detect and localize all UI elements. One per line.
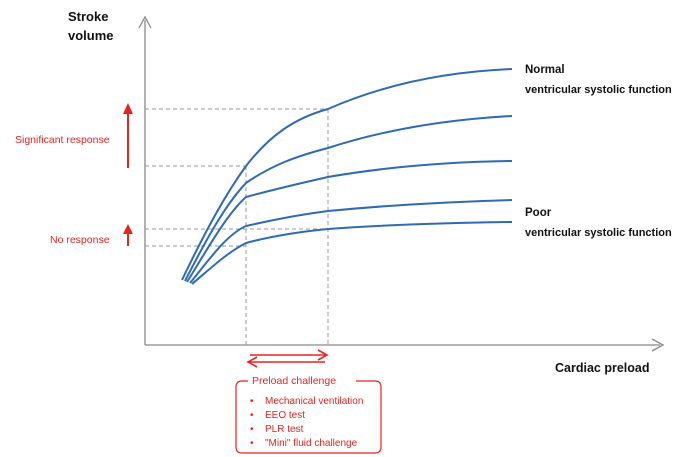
preload-bullet: • xyxy=(250,410,254,421)
y-axis-arrowhead xyxy=(138,15,152,29)
y-axis-label-line2: volume xyxy=(68,28,114,43)
guide-lines xyxy=(145,108,329,345)
significant-response-label: Significant response xyxy=(15,134,110,146)
preload-item: "Mini" fluid challenge xyxy=(265,438,358,449)
no-response-arrowhead xyxy=(123,224,133,234)
preload-bullet: • xyxy=(250,438,254,449)
normal-label-line1: Normal xyxy=(525,64,565,76)
curve-poor xyxy=(191,221,513,285)
preload-challenge-box xyxy=(235,380,382,454)
preload-item: EEO test xyxy=(265,410,305,421)
no-response-label: No response xyxy=(50,234,110,246)
poor-label-line1: Poor xyxy=(525,207,552,219)
curve-normal xyxy=(181,68,513,281)
y-axis-label-line1: Stroke xyxy=(68,9,108,24)
curves xyxy=(181,68,513,285)
preload-item: PLR test xyxy=(265,424,304,435)
preload-bullet: • xyxy=(250,396,254,407)
response-arrows xyxy=(123,103,133,246)
normal-label-line2: ventricular systolic function xyxy=(525,84,672,96)
curve-4 xyxy=(189,199,513,284)
preload-challenge-title: Preload challenge xyxy=(252,375,336,387)
preload-item: Mechanical ventilation xyxy=(265,396,363,407)
curve-2 xyxy=(184,115,513,282)
curve-3 xyxy=(186,160,513,283)
axes xyxy=(138,15,665,352)
x-axis-label: Cardiac preload xyxy=(555,361,649,375)
poor-label-line2: ventricular systolic function xyxy=(525,227,672,239)
preload-bullet: • xyxy=(250,424,254,435)
preload-double-arrow xyxy=(246,349,329,368)
significant-response-arrowhead xyxy=(123,103,133,114)
x-axis-arrowhead xyxy=(651,338,665,352)
preload-challenge-list: • Mechanical ventilation • EEO test • PL… xyxy=(250,396,363,449)
